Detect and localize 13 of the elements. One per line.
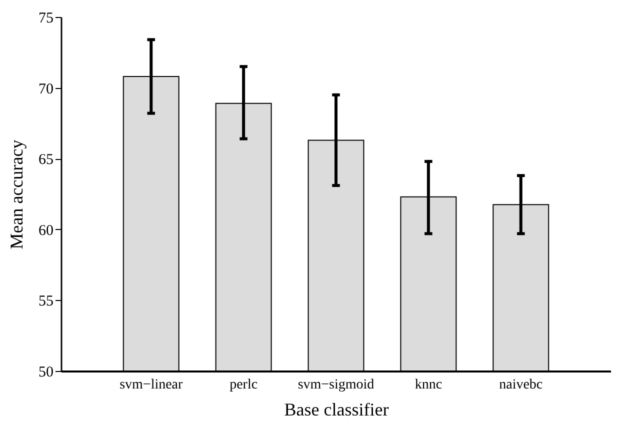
y-tick-label: 55 [38,294,54,310]
y-tick-label: 75 [38,10,54,26]
x-tick-label: knnc [414,378,442,392]
x-tick-label: naivebc [499,378,543,392]
x-tick-label: perlc [230,378,258,392]
x-axis-title: Base classifier [284,400,389,420]
x-tick-label: svm−linear [120,378,184,392]
y-tick-label: 65 [38,152,54,168]
y-axis-title: Mean accuracy [6,140,26,250]
y-tick-label: 60 [38,222,54,239]
y-tick-label: 70 [38,81,54,98]
x-tick-label: svm−sigmoid [298,378,374,392]
y-tick-label: 50 [38,364,54,380]
